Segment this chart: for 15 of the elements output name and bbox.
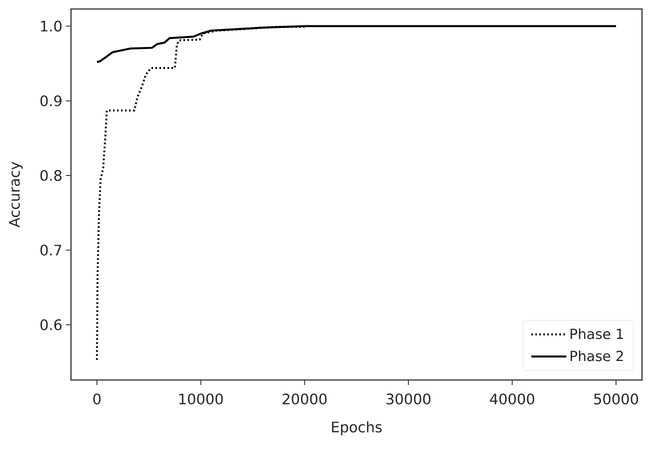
- x-axis-title: Epochs: [332, 421, 382, 436]
- y-tick-label: 0.7: [40, 244, 62, 256]
- x-tick-label: 50000: [594, 394, 638, 404]
- y-tick-label: 1.0: [41, 20, 62, 32]
- x-tick-label: 0: [93, 394, 101, 404]
- y-tick-label: 0.8: [40, 170, 62, 181]
- legend-label: Phase 1: [570, 328, 623, 340]
- x-tick-label: 20000: [282, 394, 327, 404]
- y-axis-title: Accuracy: [9, 162, 23, 228]
- x-tick-label: 10000: [179, 394, 223, 404]
- y-tick-label: 0.6: [40, 319, 62, 330]
- x-tick-label: 30000: [386, 394, 430, 404]
- y-tick-label: 0.9: [40, 95, 62, 106]
- x-tick-label: 40000: [490, 394, 534, 404]
- legend-label: Phase 2: [570, 350, 623, 362]
